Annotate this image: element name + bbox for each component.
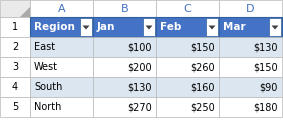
Text: East: East <box>34 42 55 52</box>
Bar <box>219 97 282 117</box>
Text: Jan: Jan <box>97 22 115 32</box>
Text: D: D <box>246 3 255 14</box>
Bar <box>93 37 156 57</box>
Bar <box>0 77 30 97</box>
Bar <box>206 18 218 36</box>
Bar <box>219 77 282 97</box>
Text: C: C <box>184 3 191 14</box>
Bar <box>30 0 93 17</box>
Bar <box>0 97 30 117</box>
Bar <box>30 17 93 37</box>
Bar <box>219 0 282 17</box>
Text: $260: $260 <box>190 62 215 72</box>
Text: 4: 4 <box>12 82 18 92</box>
Bar <box>143 18 155 36</box>
Text: $150: $150 <box>190 42 215 52</box>
Text: Mar: Mar <box>223 22 246 32</box>
Polygon shape <box>83 26 89 30</box>
Bar <box>93 0 156 17</box>
Text: Region: Region <box>34 22 75 32</box>
Bar <box>93 77 156 97</box>
Bar <box>269 18 281 36</box>
Polygon shape <box>145 26 153 30</box>
Text: Feb: Feb <box>160 22 181 32</box>
Text: $270: $270 <box>127 102 152 112</box>
Text: West: West <box>34 62 58 72</box>
Bar <box>30 37 93 57</box>
Bar <box>0 0 30 17</box>
Bar <box>156 77 219 97</box>
Text: $250: $250 <box>190 102 215 112</box>
Text: South: South <box>34 82 62 92</box>
Bar <box>93 57 156 77</box>
Bar <box>80 18 92 36</box>
Bar <box>156 0 219 17</box>
Text: 5: 5 <box>12 102 18 112</box>
Bar <box>0 57 30 77</box>
Bar <box>0 37 30 57</box>
Bar <box>93 17 156 37</box>
Bar <box>30 97 93 117</box>
Text: $160: $160 <box>190 82 215 92</box>
Text: B: B <box>121 3 128 14</box>
Bar <box>30 77 93 97</box>
Text: 1: 1 <box>12 22 18 32</box>
Text: $130: $130 <box>254 42 278 52</box>
Text: A: A <box>58 3 65 14</box>
Text: $150: $150 <box>253 62 278 72</box>
Bar <box>219 17 282 37</box>
Text: $200: $200 <box>127 62 152 72</box>
Bar <box>30 57 93 77</box>
Polygon shape <box>271 26 278 30</box>
Text: $100: $100 <box>128 42 152 52</box>
Polygon shape <box>20 7 30 17</box>
Bar <box>156 17 219 37</box>
Text: North: North <box>34 102 61 112</box>
Bar <box>0 17 30 37</box>
Bar <box>219 37 282 57</box>
Text: $90: $90 <box>260 82 278 92</box>
Bar <box>156 57 219 77</box>
Text: 3: 3 <box>12 62 18 72</box>
Text: $130: $130 <box>128 82 152 92</box>
Text: 2: 2 <box>12 42 18 52</box>
Bar <box>156 97 219 117</box>
Bar <box>219 57 282 77</box>
Text: $180: $180 <box>254 102 278 112</box>
Polygon shape <box>209 26 215 30</box>
Bar <box>156 37 219 57</box>
Bar <box>93 97 156 117</box>
